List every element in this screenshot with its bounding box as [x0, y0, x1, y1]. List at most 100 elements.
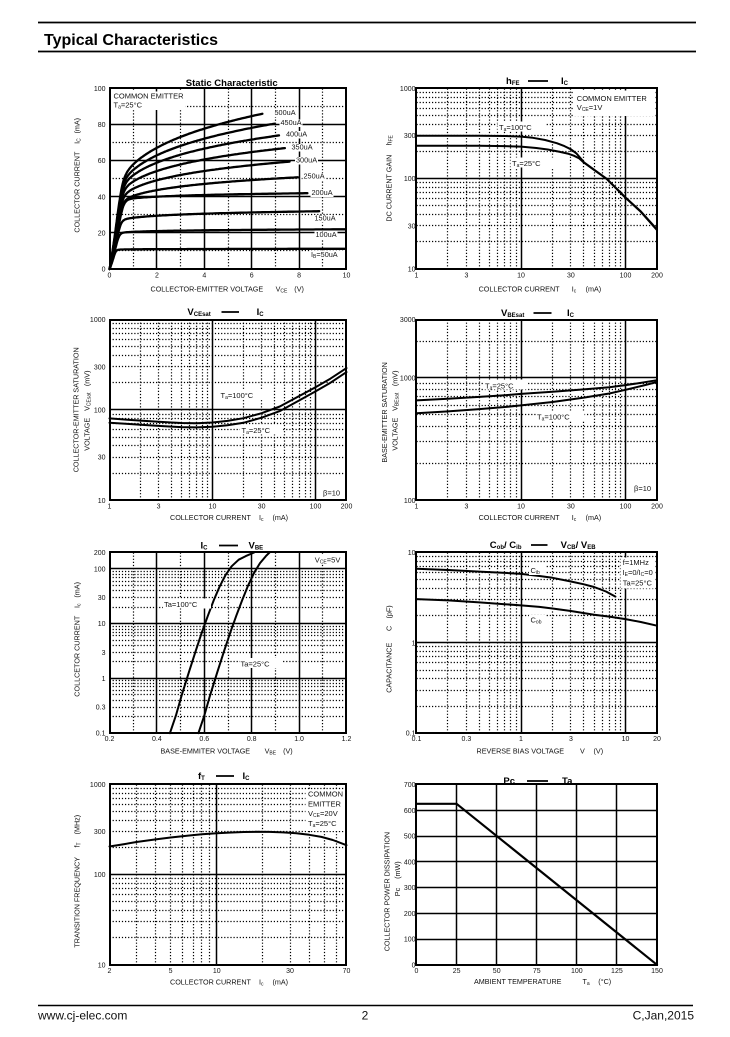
svg-text:10: 10: [209, 503, 217, 510]
svg-text:2: 2: [155, 273, 159, 280]
svg-text:3: 3: [464, 503, 468, 510]
svg-text:30: 30: [98, 455, 106, 462]
svg-text:COMMON EMITTER: COMMON EMITTER: [114, 92, 185, 101]
svg-text:100: 100: [94, 407, 106, 414]
svg-text:200: 200: [341, 503, 353, 510]
svg-text:150: 150: [651, 968, 663, 975]
svg-text:30: 30: [286, 968, 294, 975]
svg-text:Ic: Ic: [73, 603, 83, 608]
svg-text:10: 10: [98, 962, 106, 969]
svg-text:80: 80: [98, 122, 106, 129]
svg-text:20: 20: [98, 230, 106, 237]
svg-text:0.1: 0.1: [406, 731, 416, 738]
svg-text:0.6: 0.6: [199, 736, 209, 743]
svg-text:300uA: 300uA: [296, 156, 317, 165]
svg-text:200: 200: [651, 503, 663, 510]
svg-text:3: 3: [102, 650, 106, 657]
svg-text:IC: IC: [257, 307, 265, 318]
svg-text:VBEsat: VBEsat: [501, 308, 524, 319]
svg-text:COLLECTOR-EMITTER VOLTAGE: COLLECTOR-EMITTER VOLTAGE: [151, 285, 264, 294]
svg-text:10: 10: [622, 736, 630, 743]
svg-text:2: 2: [362, 1009, 369, 1023]
svg-text:COLLECTOR CURRENT: COLLECTOR CURRENT: [479, 513, 561, 522]
svg-text:100: 100: [404, 937, 416, 944]
svg-text:(mA): (mA): [73, 118, 82, 134]
svg-text:0: 0: [412, 962, 416, 969]
svg-text:VCE=20V: VCE=20V: [308, 809, 338, 819]
svg-text:1.2: 1.2: [342, 736, 352, 743]
svg-text:(mV): (mV): [391, 371, 400, 387]
svg-text:300: 300: [94, 364, 106, 371]
svg-text:fT: fT: [73, 842, 83, 847]
svg-text:(mW): (mW): [393, 861, 402, 879]
svg-text:20: 20: [653, 736, 661, 743]
svg-text:C,Jan,2015: C,Jan,2015: [633, 1009, 695, 1023]
svg-text:0.8: 0.8: [247, 736, 257, 743]
svg-text:Cob: Cob: [531, 616, 542, 626]
svg-text:0.1: 0.1: [96, 731, 106, 738]
svg-text:IC: IC: [73, 138, 83, 144]
svg-text:VBE: VBE: [249, 541, 264, 552]
svg-text:0.3: 0.3: [96, 705, 106, 712]
svg-text:10: 10: [98, 498, 106, 505]
svg-text:VCE=5V: VCE=5V: [315, 556, 341, 566]
svg-text:500uA: 500uA: [275, 108, 296, 117]
svg-text:(V): (V): [294, 285, 304, 294]
svg-text:400: 400: [404, 859, 416, 866]
svg-text:350uA: 350uA: [292, 143, 313, 152]
svg-text:VOLTAGE: VOLTAGE: [391, 418, 400, 451]
svg-text:30: 30: [567, 503, 575, 510]
svg-text:COMMON EMITTER: COMMON EMITTER: [577, 94, 648, 103]
svg-text:(mA): (mA): [586, 513, 602, 522]
svg-text:450uA: 450uA: [281, 118, 302, 127]
svg-text:(mA): (mA): [73, 582, 82, 598]
svg-text:1000: 1000: [90, 782, 106, 789]
svg-text:200: 200: [94, 550, 106, 557]
svg-text:5: 5: [169, 968, 173, 975]
svg-text:REVERSE BIAS VOLTAGE: REVERSE BIAS VOLTAGE: [477, 747, 565, 756]
svg-text:Ta=100°C: Ta=100°C: [499, 123, 532, 133]
svg-text:VBE: VBE: [265, 747, 277, 757]
svg-text:300: 300: [94, 829, 106, 836]
svg-text:VBEsat: VBEsat: [391, 392, 401, 411]
svg-text:10: 10: [213, 968, 221, 975]
svg-text:(V): (V): [283, 747, 293, 756]
svg-text:70: 70: [343, 968, 351, 975]
svg-text:1: 1: [412, 640, 416, 647]
svg-text:10: 10: [408, 267, 416, 274]
svg-text:100: 100: [94, 567, 106, 574]
svg-text:Ic: Ic: [572, 513, 577, 523]
svg-text:Ta=25°C: Ta=25°C: [308, 819, 337, 829]
svg-text:25: 25: [453, 968, 461, 975]
svg-text:100: 100: [404, 498, 416, 505]
svg-text:100: 100: [620, 503, 632, 510]
svg-text:CAPACITANCE: CAPACITANCE: [385, 643, 394, 693]
svg-text:100: 100: [571, 968, 583, 975]
svg-text:10: 10: [408, 550, 416, 557]
svg-text:1: 1: [102, 676, 106, 683]
svg-text:200uA: 200uA: [312, 188, 333, 197]
svg-text:Cib: Cib: [531, 566, 541, 576]
svg-text:BASE-EMMITER VOLTAGE: BASE-EMMITER VOLTAGE: [161, 747, 251, 756]
svg-text:30: 30: [258, 503, 266, 510]
svg-text:BASE-EMITTER SATURATION: BASE-EMITTER SATURATION: [380, 362, 389, 462]
svg-text:Ta=100°C: Ta=100°C: [221, 391, 254, 401]
svg-text:6: 6: [250, 273, 254, 280]
svg-text:Ta=100°C: Ta=100°C: [537, 413, 570, 423]
svg-text:0: 0: [108, 273, 112, 280]
svg-text:IC: IC: [243, 771, 251, 782]
svg-text:IB=50uA: IB=50uA: [311, 250, 338, 260]
svg-text:COLLCETOR CURRENT: COLLCETOR CURRENT: [73, 615, 82, 697]
svg-text:10: 10: [98, 621, 106, 628]
svg-text:30: 30: [567, 273, 575, 280]
svg-text:COLLECTOR CURRENT: COLLECTOR CURRENT: [479, 284, 561, 293]
svg-text:fT: fT: [198, 771, 205, 782]
svg-text:1000: 1000: [400, 86, 416, 93]
svg-text:DC CURRENT GAIN: DC CURRENT GAIN: [385, 155, 394, 222]
svg-text:4: 4: [202, 273, 206, 280]
svg-text:Static Characteristic: Static Characteristic: [186, 78, 278, 89]
svg-text:(MHz): (MHz): [73, 815, 82, 835]
svg-text:1: 1: [108, 503, 112, 510]
svg-text:Pc: Pc: [393, 887, 402, 896]
svg-text:COLLECTOR CURRENT: COLLECTOR CURRENT: [170, 513, 252, 522]
